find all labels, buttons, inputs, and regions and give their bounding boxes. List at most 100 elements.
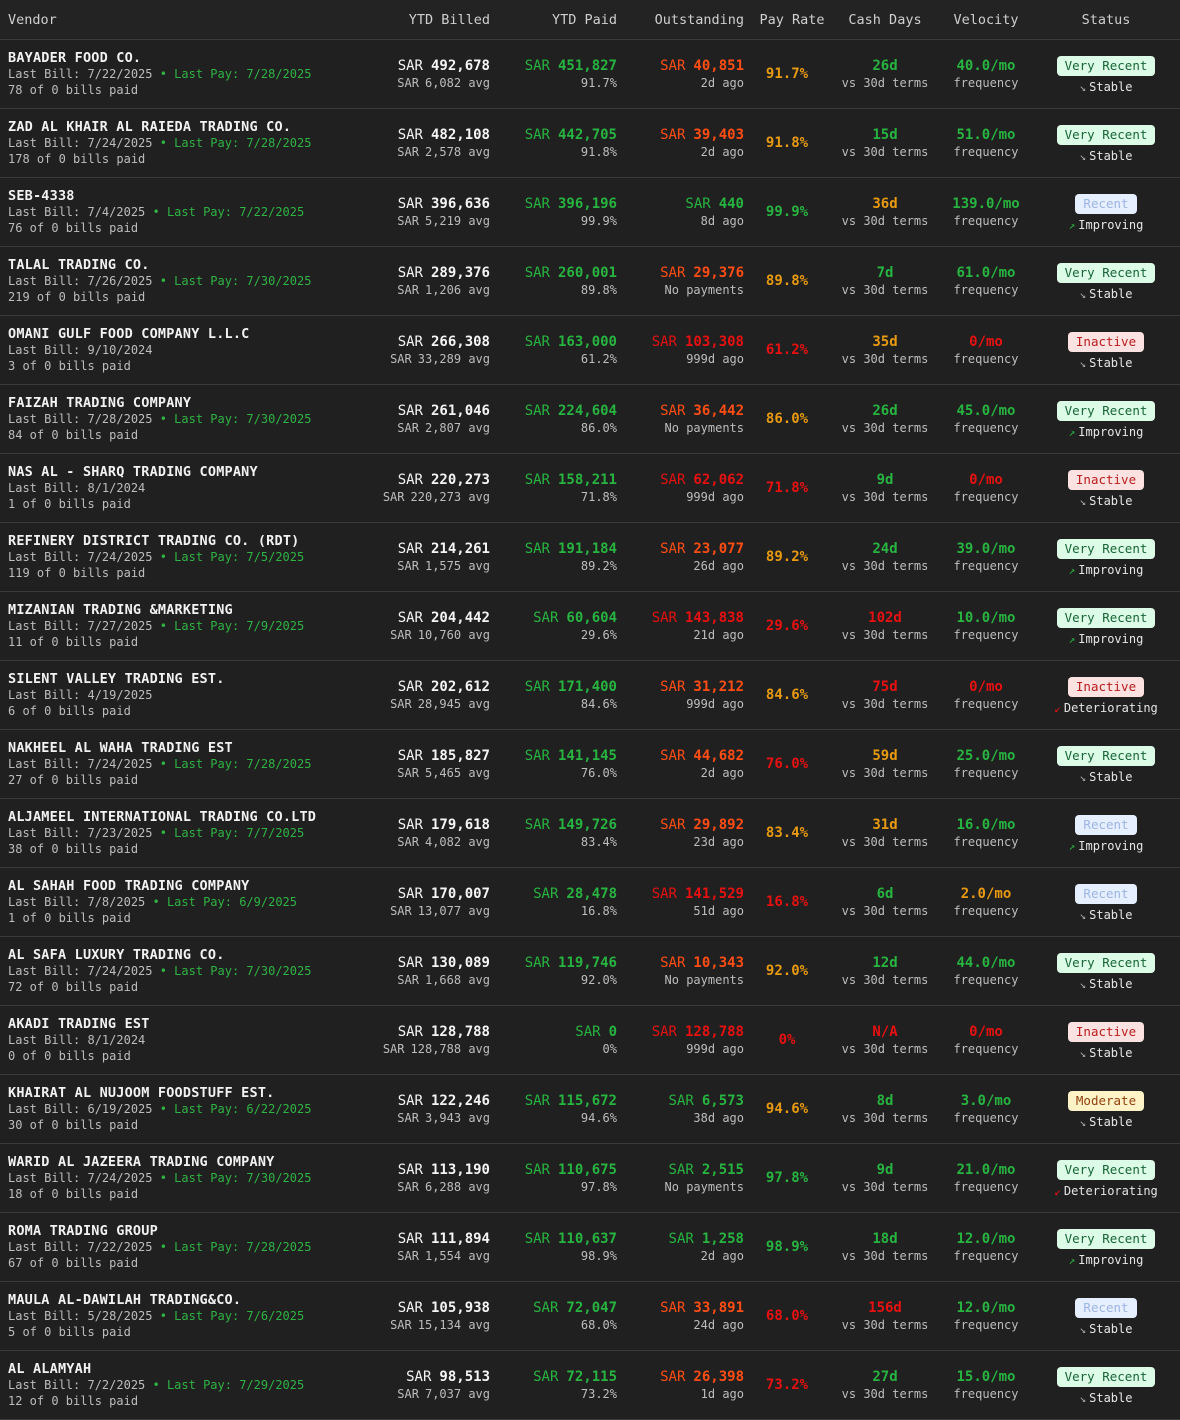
velocity-label: frequency — [953, 283, 1019, 297]
outstanding-age: 23d ago — [693, 835, 744, 849]
vendor-name[interactable]: WARID AL JAZEERA TRADING COMPANY — [8, 1154, 275, 1170]
pay-rate-value: 83.4% — [765, 825, 809, 841]
table-row[interactable]: MAULA AL-DAWILAH TRADING&CO. Last Bill: … — [0, 1282, 1180, 1351]
currency-label: SAR — [390, 352, 412, 366]
last-bill: Last Bill: 8/1/2024 — [8, 481, 146, 495]
trend-label: Stable — [1089, 148, 1133, 163]
last-pay: • Last Pay: 7/6/2025 — [152, 1309, 305, 1323]
header-velocity[interactable]: Velocity — [953, 11, 1019, 28]
header-pay-rate[interactable]: Pay Rate — [759, 11, 825, 28]
status-cell: Very Recent ↘ Stable — [1032, 124, 1180, 163]
status-badge: Moderate — [1067, 1090, 1145, 1111]
outstanding-amount: SAR 10,343 — [617, 954, 744, 972]
table-row[interactable]: ZAD AL KHAIR AL RAIEDA TRADING CO. Last … — [0, 109, 1180, 178]
status-cell: Recent ↘ Stable — [1032, 1297, 1180, 1336]
outstanding-value: 31,212 — [693, 679, 744, 695]
velocity-value: 51.0/mo — [956, 127, 1016, 143]
avg-bill: SAR 1,668 avg — [358, 972, 490, 988]
vendor-name[interactable]: SILENT VALLEY TRADING EST. — [8, 671, 225, 687]
table-row[interactable]: ROMA TRADING GROUP Last Bill: 7/22/2025 … — [0, 1213, 1180, 1282]
vendor-name[interactable]: NAS AL - SHARQ TRADING COMPANY — [8, 464, 258, 480]
table-row[interactable]: NAS AL - SHARQ TRADING COMPANY Last Bill… — [0, 454, 1180, 523]
header-vendor[interactable]: Vendor — [8, 11, 57, 28]
vendor-name[interactable]: AL ALAMYAH — [8, 1361, 92, 1377]
ytd-paid-value: 72,047 — [566, 1300, 617, 1316]
table-row[interactable]: OMANI GULF FOOD COMPANY L.L.C Last Bill:… — [0, 316, 1180, 385]
vendor-name[interactable]: ZAD AL KHAIR AL RAIEDA TRADING CO. — [8, 119, 292, 135]
currency-label: SAR — [397, 886, 423, 902]
vendor-name[interactable]: MAULA AL-DAWILAH TRADING&CO. — [8, 1292, 242, 1308]
cash-days-terms: vs 30d terms — [841, 1387, 929, 1401]
ytd-billed-cell: SAR 122,246 SAR 3,943 avg — [358, 1092, 490, 1126]
table-row[interactable]: AL ALAMYAH Last Bill: 7/2/2025 • Last Pa… — [0, 1351, 1180, 1420]
header-outstanding[interactable]: Outstanding — [654, 11, 744, 28]
header-ytd-paid[interactable]: YTD Paid — [551, 11, 617, 28]
currency-label: SAR — [668, 1231, 694, 1247]
vendor-name[interactable]: AL SAHAH FOOD TRADING COMPANY — [8, 878, 250, 894]
ytd-paid-percent: 92.0% — [580, 973, 617, 987]
bills-paid: 178 of 0 bills paid — [8, 152, 146, 166]
status-badge: Very Recent — [1056, 1366, 1156, 1387]
vendor-cell: WARID AL JAZEERA TRADING COMPANY Last Bi… — [0, 1154, 358, 1202]
vendor-name[interactable]: BAYADER FOOD CO. — [8, 50, 142, 66]
table-row[interactable]: NAKHEEL AL WAHA TRADING EST Last Bill: 7… — [0, 730, 1180, 799]
bills-paid: 6 of 0 bills paid — [8, 704, 131, 718]
vendor-name[interactable]: FAIZAH TRADING COMPANY — [8, 395, 192, 411]
ytd-billed-value: 128,788 — [430, 1024, 490, 1040]
vendor-name[interactable]: NAKHEEL AL WAHA TRADING EST — [8, 740, 233, 756]
vendor-name[interactable]: AKADI TRADING EST — [8, 1016, 150, 1032]
velocity-cell: 3.0/mo frequency — [940, 1092, 1032, 1126]
table-row[interactable]: TALAL TRADING CO. Last Bill: 7/26/2025 •… — [0, 247, 1180, 316]
table-row[interactable]: SILENT VALLEY TRADING EST. Last Bill: 4/… — [0, 661, 1180, 730]
currency-label: SAR — [397, 1387, 419, 1401]
vendor-name[interactable]: TALAL TRADING CO. — [8, 257, 150, 273]
table-row[interactable]: AKADI TRADING EST Last Bill: 8/1/2024 0 … — [0, 1006, 1180, 1075]
vendor-name[interactable]: REFINERY DISTRICT TRADING CO. (RDT) — [8, 533, 300, 549]
table-row[interactable]: ALJAMEEL INTERNATIONAL TRADING CO.LTD La… — [0, 799, 1180, 868]
ytd-paid-cell: SAR 171,400 84.6% — [490, 678, 617, 712]
table-row[interactable]: WARID AL JAZEERA TRADING COMPANY Last Bi… — [0, 1144, 1180, 1213]
pay-rate-cell: 98.9% — [744, 1239, 830, 1255]
table-row[interactable]: FAIZAH TRADING COMPANY Last Bill: 7/28/2… — [0, 385, 1180, 454]
header-cash-days[interactable]: Cash Days — [848, 11, 922, 28]
table-row[interactable]: REFINERY DISTRICT TRADING CO. (RDT) Last… — [0, 523, 1180, 592]
table-row[interactable]: SEB-4338 Last Bill: 7/4/2025 • Last Pay:… — [0, 178, 1180, 247]
ytd-paid-percent: 68.0% — [580, 1318, 617, 1332]
vendor-name[interactable]: AL SAFA LUXURY TRADING CO. — [8, 947, 225, 963]
cash-days-terms: vs 30d terms — [841, 628, 929, 642]
trend-label: Deteriorating — [1063, 700, 1158, 715]
currency-label: SAR — [397, 1180, 419, 1194]
table-row[interactable]: AL SAHAH FOOD TRADING COMPANY Last Bill:… — [0, 868, 1180, 937]
ytd-billed-amount: SAR 98,513 — [358, 1368, 490, 1386]
cash-days-cell: 156d vs 30d terms — [830, 1299, 940, 1333]
cash-days-cell: 75d vs 30d terms — [830, 678, 940, 712]
trend-arrow-icon: ↘ — [1079, 908, 1087, 922]
table-row[interactable]: MIZANIAN TRADING &MARKETING Last Bill: 7… — [0, 592, 1180, 661]
vendor-name[interactable]: ALJAMEEL INTERNATIONAL TRADING CO.LTD — [8, 809, 317, 825]
trend-indicator: ↘ Stable — [1032, 149, 1180, 163]
vendor-cell: SILENT VALLEY TRADING EST. Last Bill: 4/… — [0, 671, 358, 719]
ytd-billed-cell: SAR 266,308 SAR 33,289 avg — [358, 333, 490, 367]
status-badge: Very Recent — [1056, 55, 1156, 76]
vendor-name[interactable]: ROMA TRADING GROUP — [8, 1223, 158, 1239]
vendor-cell: NAS AL - SHARQ TRADING COMPANY Last Bill… — [0, 464, 358, 512]
status-badge: Very Recent — [1056, 400, 1156, 421]
ytd-billed-cell: SAR 185,827 SAR 5,465 avg — [358, 747, 490, 781]
table-row[interactable]: KHAIRAT AL NUJOOM FOODSTUFF EST. Last Bi… — [0, 1075, 1180, 1144]
vendor-name[interactable]: MIZANIAN TRADING &MARKETING — [8, 602, 233, 618]
currency-label: SAR — [397, 973, 419, 987]
outstanding-cell: SAR 36,442 No payments — [617, 402, 744, 436]
ytd-billed-amount: SAR 128,788 — [358, 1023, 490, 1041]
table-row[interactable]: BAYADER FOOD CO. Last Bill: 7/22/2025 • … — [0, 40, 1180, 109]
table-row[interactable]: AL SAFA LUXURY TRADING CO. Last Bill: 7/… — [0, 937, 1180, 1006]
currency-label: SAR — [533, 886, 559, 902]
vendor-name[interactable]: OMANI GULF FOOD COMPANY L.L.C — [8, 326, 250, 342]
trend-indicator: ↘ Stable — [1032, 80, 1180, 94]
header-ytd-billed[interactable]: YTD Billed — [408, 11, 490, 28]
ytd-paid-amount: SAR 141,145 — [490, 747, 617, 765]
velocity-value: 139.0/mo — [952, 196, 1020, 212]
vendor-name[interactable]: SEB-4338 — [8, 188, 75, 204]
header-status[interactable]: Status — [1081, 11, 1131, 28]
vendor-name[interactable]: KHAIRAT AL NUJOOM FOODSTUFF EST. — [8, 1085, 275, 1101]
trend-arrow-icon: ↘ — [1079, 1046, 1087, 1060]
